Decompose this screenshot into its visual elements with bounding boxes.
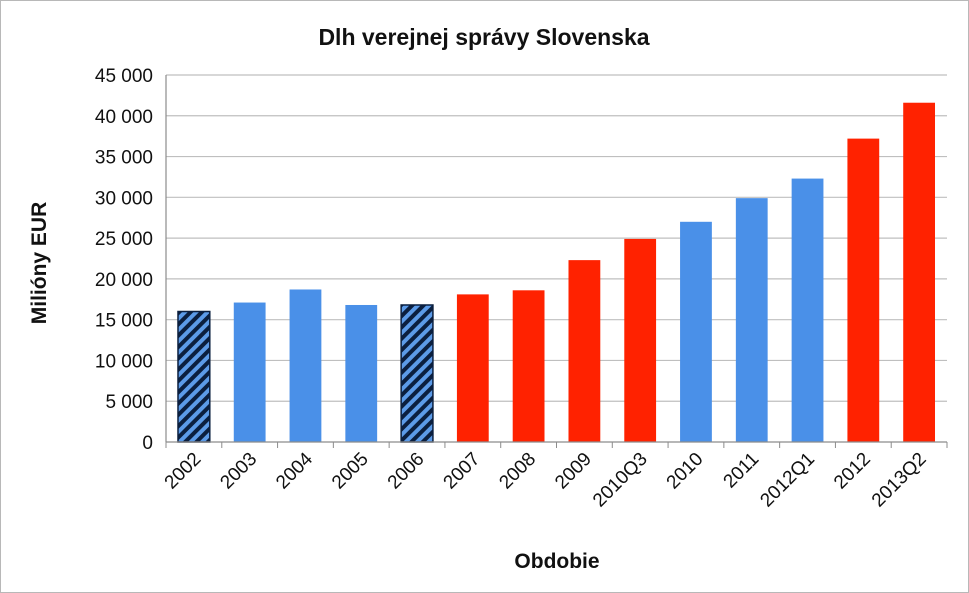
y-tick-label: 15 000 bbox=[95, 311, 153, 332]
y-tick-label: 40 000 bbox=[95, 107, 153, 128]
x-tick-label: 2007 bbox=[440, 449, 485, 494]
y-tick-label: 0 bbox=[142, 433, 153, 454]
x-tick-label: 2013Q2 bbox=[868, 449, 931, 512]
x-tick-label: 2009 bbox=[551, 449, 596, 494]
y-tick-label: 45 000 bbox=[95, 66, 153, 87]
gridlines bbox=[166, 74, 947, 402]
chart-title: Dlh verejnej správy Slovenska bbox=[318, 24, 649, 50]
bar-2009 bbox=[568, 260, 601, 442]
bar-2003 bbox=[233, 302, 266, 442]
bar-2002 bbox=[177, 310, 211, 443]
bars bbox=[177, 102, 936, 443]
x-tick-label: 2004 bbox=[272, 448, 317, 493]
x-tick-label: 2005 bbox=[328, 449, 373, 494]
y-tick-label: 10 000 bbox=[95, 351, 153, 372]
y-tick-label: 30 000 bbox=[95, 188, 153, 209]
axes bbox=[165, 75, 948, 448]
y-axis-label: Milióny EUR bbox=[28, 202, 51, 325]
x-tick-label: 2011 bbox=[720, 449, 764, 493]
bar-2006 bbox=[400, 304, 434, 443]
x-tick-label: 2008 bbox=[495, 449, 540, 494]
y-tick-label: 25 000 bbox=[95, 229, 153, 250]
bar-2013Q2 bbox=[903, 102, 936, 443]
y-tick-label: 20 000 bbox=[95, 270, 153, 291]
bar-2008 bbox=[512, 290, 545, 442]
bar-2010 bbox=[680, 221, 712, 442]
x-axis-label: Obdobie bbox=[514, 550, 599, 573]
bar-2005 bbox=[345, 304, 378, 442]
bar-2011 bbox=[735, 198, 768, 442]
x-tick-label: 2002 bbox=[161, 449, 206, 494]
bar-2012 bbox=[847, 138, 880, 442]
x-tick-label: 2003 bbox=[216, 449, 261, 494]
bar-2004 bbox=[289, 289, 322, 442]
bar-2010Q3 bbox=[624, 238, 657, 442]
bar-2007 bbox=[456, 294, 489, 442]
x-tick-label: 2012 bbox=[830, 449, 875, 494]
x-tick-label: 2010 bbox=[663, 449, 708, 494]
y-tick-label: 5 000 bbox=[105, 392, 153, 413]
bar-2012Q1 bbox=[791, 178, 824, 442]
x-tick-label: 2012Q1 bbox=[756, 449, 819, 512]
y-tick-labels: 0 5 000 10 000 15 000 20 000 25 000 30 000 35 0… bbox=[95, 66, 153, 454]
y-tick-label: 35 000 bbox=[95, 148, 153, 169]
x-tick-label: 2010Q3 bbox=[589, 449, 652, 512]
x-tick-label: 2006 bbox=[384, 449, 429, 494]
